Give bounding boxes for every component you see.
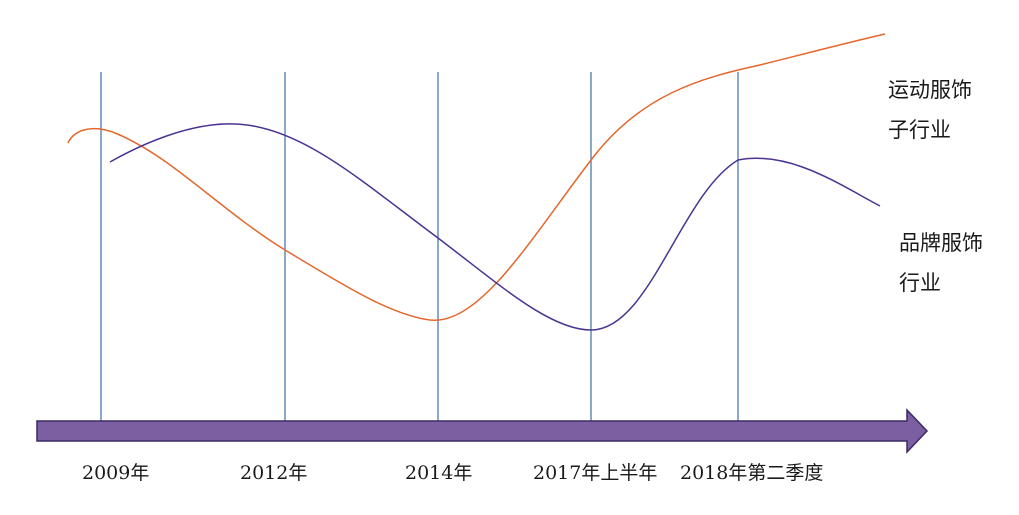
legend-label-brand-line1: 品牌服饰 — [899, 231, 983, 255]
legend-label-brand-line2: 行业 — [899, 271, 941, 295]
series-line-sportswear — [67, 33, 886, 321]
legend-label-sportswear: 运动服饰 子行业 — [888, 70, 972, 150]
legend-label-brand-apparel: 品牌服饰 行业 — [899, 223, 983, 303]
x-tick-label: 2017年上半年 — [533, 462, 658, 484]
gridlines — [100, 72, 739, 431]
legend-label-sportswear-line1: 运动服饰 — [888, 78, 972, 102]
x-tick-label: 2014年 — [405, 462, 473, 484]
series-line-brand-apparel — [109, 123, 881, 331]
legend-label-sportswear-line2: 子行业 — [888, 118, 951, 142]
x-tick-label: 2012年 — [240, 462, 308, 484]
x-tick-label: 2018年第二季度 — [680, 462, 824, 484]
x-tick-label: 2009年 — [82, 462, 150, 484]
timeline-arrow — [36, 408, 929, 454]
